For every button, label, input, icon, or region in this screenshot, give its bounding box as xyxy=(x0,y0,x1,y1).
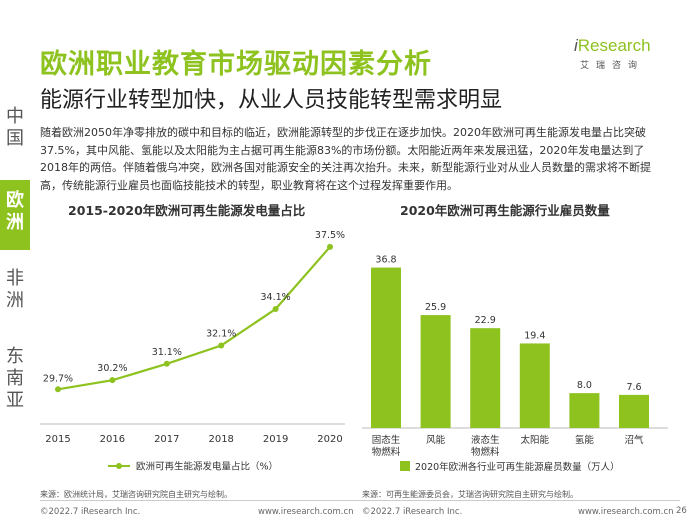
nav-item-label: 欧洲 xyxy=(6,190,24,233)
logo-brand: iResearch xyxy=(574,36,651,56)
region-nav: 中国 欧洲 非洲 东南亚 xyxy=(0,100,30,416)
intro-paragraph: 随着欧洲2050年净零排放的碳中和目标的临近，欧洲能源转型的步伐正在逐步加快。2… xyxy=(40,126,651,192)
bar-data-label: 8.0 xyxy=(577,380,592,391)
footer-divider xyxy=(40,500,680,501)
bar-category-label: 固态生 xyxy=(372,434,401,446)
nav-item-southeast-asia[interactable]: 东南亚 xyxy=(0,346,30,416)
line-point xyxy=(218,342,225,349)
iresearch-logo: iResearch 艾瑞咨询 xyxy=(574,36,668,76)
bar-legend-swatch xyxy=(400,461,410,471)
line-x-tick-label: 2018 xyxy=(208,434,233,445)
bar xyxy=(569,393,600,428)
bar-category-label: 液态生 xyxy=(471,434,500,446)
line-legend-label: 欧洲可再生能源发电量占比（%） xyxy=(136,461,278,473)
bar-legend-label: 2020年欧洲各行业可再生能源雇员数量（万人） xyxy=(415,461,620,473)
line-series-path xyxy=(57,246,331,391)
bar xyxy=(470,328,501,428)
line-chart-title: 2015-2020年欧洲可再生能源发电量占比 xyxy=(68,203,306,218)
bar-data-label: 25.9 xyxy=(425,302,446,313)
line-data-label: 31.1% xyxy=(152,347,182,358)
nav-item-china[interactable]: 中国 xyxy=(0,106,30,156)
bar-category-label: 物燃料 xyxy=(372,446,401,458)
line-x-tick-label: 2020 xyxy=(317,434,342,445)
line-data-label: 29.7% xyxy=(43,373,73,384)
line-point xyxy=(272,305,279,312)
bar xyxy=(371,267,401,428)
bar-data-label: 19.4 xyxy=(524,330,545,341)
bar-data-label: 7.6 xyxy=(626,382,641,393)
line-data-label: 32.1% xyxy=(206,328,236,339)
bar xyxy=(420,315,451,428)
footer-copyright-left: ©2022.7 iResearch Inc. xyxy=(40,507,141,517)
bar-category-label: 风能 xyxy=(426,434,446,446)
nav-item-label: 非洲 xyxy=(6,268,24,311)
line-legend-marker xyxy=(116,463,122,469)
line-data-label: 37.5% xyxy=(315,230,345,241)
nav-item-label: 东南亚 xyxy=(6,346,24,411)
line-x-tick-label: 2015 xyxy=(45,434,70,445)
page-subtitle: 能源行业转型加快，从业人员技能转型需求明显 xyxy=(40,88,503,113)
line-point xyxy=(109,377,116,384)
nav-item-label: 中国 xyxy=(6,106,24,149)
logo-sub: 艾瑞咨询 xyxy=(580,61,645,71)
nav-item-europe[interactable]: 欧洲 xyxy=(0,180,30,250)
bar xyxy=(519,343,550,428)
line-x-tick-label: 2016 xyxy=(100,434,125,445)
source-note-left: 来源：欧洲统计局，艾瑞咨询研究院自主研究与绘制。 xyxy=(40,490,232,499)
line-data-label: 30.2% xyxy=(97,363,127,374)
line-point xyxy=(163,360,170,367)
logo-brand-prefix: i xyxy=(574,36,578,55)
nav-item-africa[interactable]: 非洲 xyxy=(0,268,30,318)
bar-category-label: 氢能 xyxy=(575,434,595,446)
bar-category-label: 太阳能 xyxy=(521,434,550,446)
bar-category-label: 物燃料 xyxy=(471,446,500,458)
page-title: 欧洲职业教育市场驱动因素分析 xyxy=(40,49,432,80)
source-note-right: 来源：可再生能源委员会，艾瑞咨询研究院自主研究与绘制。 xyxy=(362,490,578,499)
line-point xyxy=(55,386,61,393)
bar-category-label: 沼气 xyxy=(624,434,644,446)
footer-copyright-right: ©2022.7 iResearch Inc. xyxy=(362,507,463,517)
footer-url-right[interactable]: www.iresearch.com.cn xyxy=(578,507,674,517)
page-number: 26 xyxy=(676,506,687,516)
line-point xyxy=(327,243,333,250)
line-x-tick-label: 2019 xyxy=(263,434,288,445)
bar-chart-title: 2020年欧洲可再生能源行业雇员数量 xyxy=(400,203,610,218)
logo-brand-main: Research xyxy=(577,36,651,55)
bar-data-label: 22.9 xyxy=(475,315,496,326)
line-data-label: 34.1% xyxy=(261,292,291,303)
footer-url-left[interactable]: www.iresearch.com.cn xyxy=(258,507,354,517)
line-x-tick-label: 2017 xyxy=(154,434,179,445)
bar xyxy=(619,394,649,428)
bar-data-label: 36.8 xyxy=(375,255,396,266)
